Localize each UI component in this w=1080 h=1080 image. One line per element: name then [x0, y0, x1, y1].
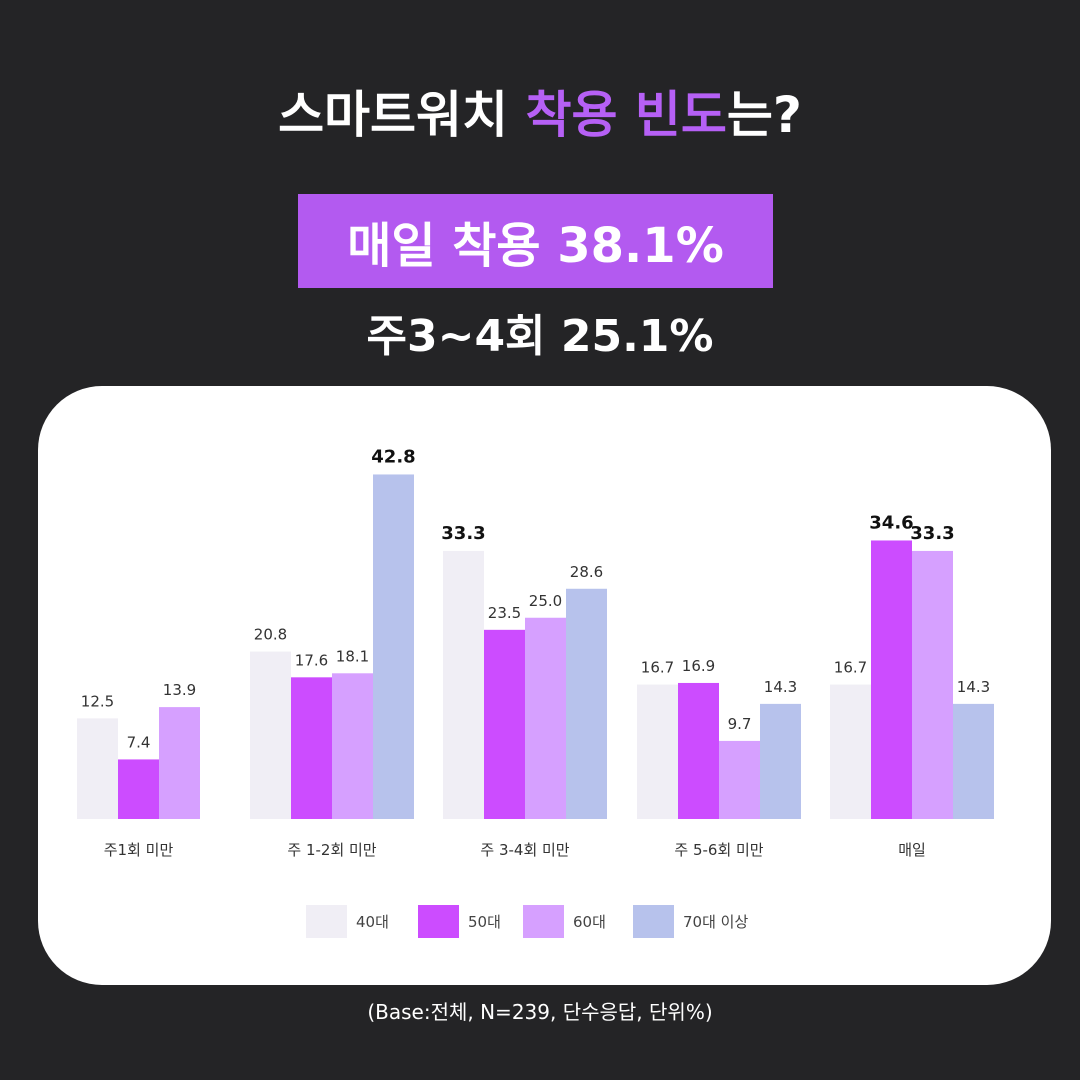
legend-label: 70대 이상 [683, 913, 748, 931]
subheadline: 주3~4회 25.1% [366, 311, 714, 362]
title-highlight: 착용 빈도 [525, 86, 727, 144]
data-label: 42.8 [371, 446, 415, 467]
data-label: 28.6 [570, 563, 603, 581]
headline-badge: 매일 착용 38.1% [298, 194, 773, 288]
data-label: 18.1 [336, 647, 369, 665]
bar-chart: 12.5 7.4 13.9 주1회 미만 20.8 17.6 18.1 42.8 주 1-2회 … [77, 446, 994, 938]
category-label: 주 1-2회 미만 [287, 841, 376, 859]
data-label: 7.4 [127, 733, 151, 751]
data-label: 25.0 [529, 592, 562, 610]
data-label: 16.7 [834, 659, 867, 677]
bar [525, 617, 566, 819]
data-label: 20.8 [254, 626, 287, 644]
category-label: 주 5-6회 미만 [674, 841, 763, 859]
footnote: (Base:전체, N=239, 단수응답, 단위%) [367, 1000, 713, 1024]
data-label: 14.3 [957, 678, 990, 696]
bar [77, 718, 118, 819]
data-label: 9.7 [728, 715, 752, 733]
title-prefix: 스마트워치 [278, 86, 526, 144]
bar [678, 682, 719, 819]
legend-swatch [418, 905, 459, 938]
bar [250, 651, 291, 819]
category-label: 매일 [898, 841, 926, 859]
data-label: 13.9 [163, 681, 196, 699]
bar [719, 740, 760, 819]
bar [953, 703, 994, 819]
bar [484, 629, 525, 819]
data-label: 33.3 [910, 523, 954, 544]
bar [118, 759, 159, 819]
headline-text: 매일 착용 38.1% [347, 218, 724, 274]
legend-swatch [306, 905, 347, 938]
legend-label: 50대 [468, 913, 501, 931]
bar [291, 677, 332, 819]
category-label: 주 3-4회 미만 [480, 841, 569, 859]
bar [332, 673, 373, 819]
bar [443, 550, 484, 819]
data-label: 16.7 [641, 659, 674, 677]
bar [159, 707, 200, 819]
bar [637, 684, 678, 819]
data-label: 34.6 [869, 512, 913, 533]
data-label: 23.5 [488, 604, 521, 622]
data-label: 12.5 [81, 692, 114, 710]
bar [373, 474, 414, 819]
page-title: 스마트워치 착용 빈도는? [0, 80, 1080, 150]
legend-label: 40대 [356, 913, 389, 931]
bar [830, 684, 871, 819]
bar [912, 550, 953, 819]
data-label: 16.9 [682, 657, 715, 675]
bar [871, 540, 912, 819]
title-suffix: 는? [726, 86, 802, 144]
bar [760, 703, 801, 819]
category-label: 주1회 미만 [104, 841, 174, 859]
data-label: 17.6 [295, 651, 328, 669]
chart-card: 12.5 7.4 13.9 주1회 미만 20.8 17.6 18.1 42.8 주 1-2회 … [38, 386, 1051, 985]
data-label: 14.3 [764, 678, 797, 696]
legend-label: 60대 [573, 913, 606, 931]
legend-swatch [523, 905, 564, 938]
legend-swatch [633, 905, 674, 938]
bar [566, 588, 607, 819]
data-label: 33.3 [441, 523, 485, 544]
